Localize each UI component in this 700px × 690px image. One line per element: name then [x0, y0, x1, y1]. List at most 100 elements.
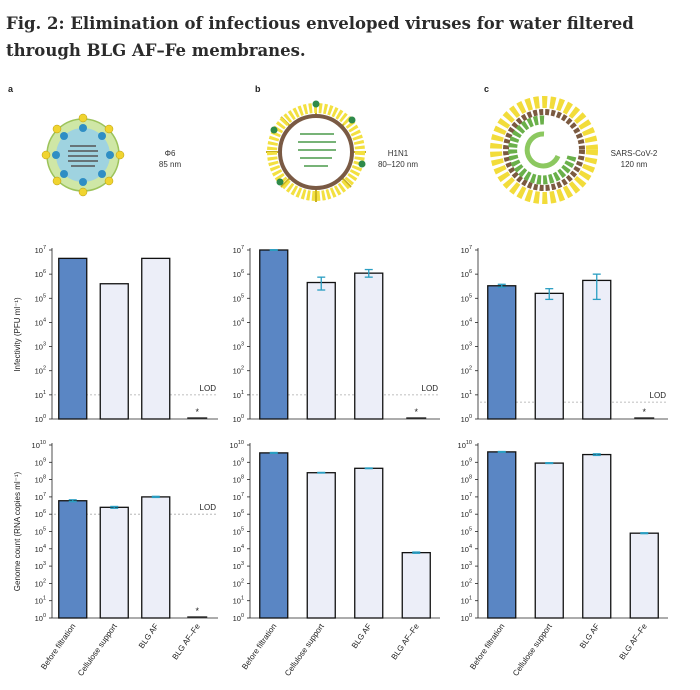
lod-label: LOD: [422, 384, 439, 393]
below-lod-marker: *: [414, 407, 418, 417]
y-tick-label: 103: [233, 561, 244, 571]
y-tick-label: 100: [35, 414, 46, 424]
phi6-virus-illustration: [41, 113, 125, 197]
y-tick-label: 105: [233, 527, 244, 537]
chart-a-infectivity: 100 101 102 103 104 105 106 107 Infectivity (PFU…: [13, 245, 218, 424]
y-tick-label: 105: [233, 293, 244, 303]
y-tick-label: 103: [233, 342, 244, 352]
h1n1-virus-illustration: [266, 100, 366, 202]
chart-b-infectivity: 100 101 102 103 104 105 106 107 LOD *: [233, 245, 440, 424]
bar-1: [259, 249, 289, 420]
y-tick-label: 108: [35, 475, 46, 485]
y-tick-label: 102: [233, 578, 244, 588]
virus-size-label: 120 nm: [620, 160, 648, 169]
virus-name-label: SARS-CoV-2: [610, 149, 658, 158]
bar-1: [487, 451, 517, 619]
y-tick-label: 100: [461, 613, 472, 623]
y-tick-label: 106: [233, 269, 244, 279]
y-tick-label: 1010: [230, 440, 244, 450]
y-tick-label: 105: [35, 293, 46, 303]
y-tick-label: 108: [461, 475, 472, 485]
x-tick-label: BLG AF–Fe: [171, 622, 203, 662]
lod-label: LOD: [200, 503, 217, 512]
bar-3: [354, 272, 384, 420]
bar-2: [99, 506, 129, 619]
lod-label: LOD: [200, 384, 217, 393]
y-tick-label: 106: [233, 509, 244, 519]
bar-3: [582, 453, 612, 619]
y-tick-label: 101: [461, 390, 472, 400]
bar-2: [306, 472, 336, 619]
y-tick-label: 105: [35, 527, 46, 537]
y-tick-label: 100: [461, 414, 472, 424]
y-axis-label: Genome count (RNA copies ml⁻¹): [13, 471, 22, 591]
y-tick-label: 105: [461, 293, 472, 303]
virus-size-label: 80–120 nm: [377, 160, 419, 169]
y-tick-label: 103: [35, 561, 46, 571]
y-tick-label: 101: [35, 596, 46, 606]
y-tick-label: 100: [233, 613, 244, 623]
y-tick-label: 102: [461, 366, 472, 376]
bar-3: [582, 279, 612, 420]
y-tick-label: 1010: [32, 440, 46, 450]
y-tick-label: 105: [461, 527, 472, 537]
y-tick-label: 102: [35, 366, 46, 376]
y-tick-label: 100: [233, 414, 244, 424]
y-tick-label: 104: [233, 544, 244, 554]
y-tick-label: 109: [461, 457, 472, 467]
x-tick-label: BLG AF–Fe: [618, 622, 650, 662]
figure-title: Fig. 2: Elimination of infectious envelo…: [6, 14, 634, 60]
bar-4: [401, 551, 431, 619]
y-tick-label: 101: [233, 596, 244, 606]
bar-3: [354, 467, 384, 619]
y-tick-label: 106: [461, 509, 472, 519]
y-tick-label: 109: [35, 457, 46, 467]
x-tick-label: BLG AF: [578, 622, 602, 650]
panel-letter-c: c: [484, 84, 490, 94]
y-tick-label: 104: [233, 317, 244, 327]
sars-cov-2-virus-illustration: [490, 96, 598, 204]
y-tick-label: 109: [233, 457, 244, 467]
y-tick-label: 106: [35, 269, 46, 279]
y-tick-label: 103: [35, 342, 46, 352]
bar-3: [141, 496, 171, 619]
y-tick-label: 103: [461, 561, 472, 571]
y-tick-label: 107: [461, 492, 472, 502]
chart-c-infectivity: 100 101 102 103 104 105 106 107 LOD *: [461, 245, 668, 424]
virus-name-label: Φ6: [164, 149, 176, 158]
x-tick-label: BLG AF–Fe: [390, 622, 422, 662]
x-tick-label: Cellulose support: [511, 621, 554, 677]
y-tick-label: 104: [35, 317, 46, 327]
chart-c-genome: 100 101 102 103 104 105 106 107 108 109 1010 Before…: [458, 440, 668, 678]
bar-2: [99, 283, 129, 420]
bar-4: [629, 532, 659, 619]
bar-1: [259, 452, 289, 619]
virus-size-label: 85 nm: [158, 160, 182, 169]
x-tick-label: Before filtration: [468, 622, 506, 671]
y-tick-label: 107: [35, 245, 46, 255]
y-tick-label: 1010: [458, 440, 472, 450]
bar-1: [58, 500, 88, 619]
bar-2: [534, 292, 564, 420]
y-tick-label: 107: [233, 245, 244, 255]
chart-b-genome: 100 101 102 103 104 105 106 107 108 109 1010 Before…: [230, 440, 440, 678]
y-tick-label: 104: [35, 544, 46, 554]
y-tick-label: 107: [233, 492, 244, 502]
bar-3: [141, 257, 171, 420]
panel-letter-a: a: [8, 84, 14, 94]
y-tick-label: 101: [35, 390, 46, 400]
below-lod-marker: *: [195, 407, 199, 417]
y-tick-label: 107: [35, 492, 46, 502]
y-tick-label: 103: [461, 342, 472, 352]
y-tick-label: 104: [461, 317, 472, 327]
y-tick-label: 100: [35, 613, 46, 623]
panel-letter-b: b: [255, 84, 261, 94]
x-tick-label: Cellulose support: [76, 621, 119, 677]
x-tick-label: BLG AF: [137, 622, 161, 650]
y-tick-label: 102: [461, 578, 472, 588]
x-tick-label: BLG AF: [350, 622, 374, 650]
y-tick-label: 104: [461, 544, 472, 554]
x-tick-label: Before filtration: [240, 622, 278, 671]
bar-2: [306, 281, 336, 420]
